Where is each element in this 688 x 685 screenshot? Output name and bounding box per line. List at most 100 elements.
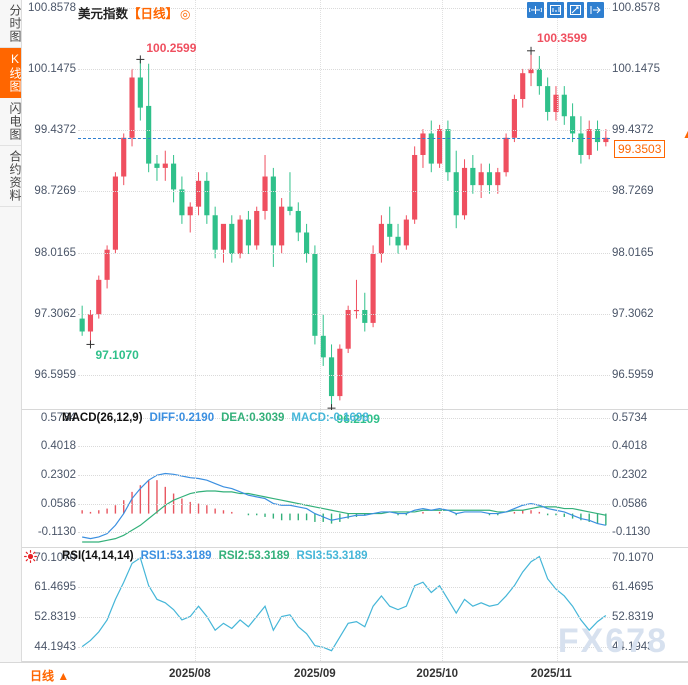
macd-macd-value: MACD:-0.1698	[291, 412, 369, 424]
grid-line-vertical	[556, 410, 558, 547]
candlestick-series	[79, 46, 609, 413]
y-axis-label: 98.0165	[612, 246, 654, 259]
sidebar-item-lightning[interactable]: 闪电图	[0, 98, 22, 146]
y-axis-label: 0.0586	[40, 497, 76, 510]
chart-zoom-icon[interactable]	[547, 2, 564, 18]
macd-diff-value: DIFF:0.2190	[149, 412, 215, 424]
page-title: 美元指数【日线】 ◎	[78, 3, 191, 22]
price-extreme-annotation: 100.2599	[146, 41, 197, 56]
price-chart-panel[interactable]: 100.8578 100.8578 100.1475 100.1475 99.4372 9…	[22, 0, 688, 426]
current-price-line	[78, 137, 610, 139]
grid-line	[78, 417, 610, 419]
macd-legend: MACD(26,12,9) DIFF:0.2190 DEA:0.3039 MACD:-…	[62, 412, 376, 424]
y-axis-label: 0.4018	[612, 440, 648, 453]
grid-line-vertical	[195, 0, 197, 409]
y-axis-label: 70.1070	[34, 551, 76, 564]
sidebar-item-label: 闪电图	[8, 102, 22, 141]
grid-line-vertical	[320, 0, 322, 409]
chart-expand-icon[interactable]	[567, 2, 584, 18]
y-axis-label: 61.4695	[34, 581, 76, 594]
y-axis-label: 61.4695	[612, 581, 654, 594]
extreme-marker	[527, 46, 536, 55]
y-axis-label: -0.1130	[37, 526, 76, 539]
grid-line-vertical	[556, 548, 558, 661]
extreme-marker	[86, 340, 95, 349]
chart-toolbar[interactable]	[527, 2, 604, 18]
grid-line-vertical	[442, 548, 444, 661]
price-extreme-annotation: 96.2109	[336, 412, 380, 427]
macd-name: MACD(26,12,9)	[62, 412, 143, 424]
grid-line	[78, 587, 610, 589]
time-axis-label: 2025/10	[416, 668, 458, 680]
y-axis-label: 100.8578	[28, 1, 76, 14]
current-price-tag[interactable]: 99.3503	[614, 139, 666, 158]
sidebar-item-label: 合约资料	[8, 150, 22, 202]
time-axis-label: 2025/08	[169, 668, 211, 680]
y-axis-label: 44.1943	[34, 640, 76, 653]
rsi3-value: RSI3:53.3189	[296, 550, 368, 562]
macd-series	[81, 472, 607, 543]
y-axis-label: 98.7269	[34, 185, 76, 198]
grid-line-vertical	[442, 0, 444, 409]
rsi-legend: RSI(14,14,14) RSI1:53.3189 RSI2:53.3189 RSI…	[62, 550, 375, 562]
y-axis-label: 97.3062	[612, 307, 654, 320]
extreme-marker	[136, 55, 145, 64]
price-plot-area[interactable]	[78, 0, 610, 413]
sidebar-item-label: 分时图	[8, 4, 22, 43]
rsi-name: RSI(14,14,14)	[62, 550, 134, 562]
grid-line	[78, 557, 610, 559]
y-axis-label: 100.1475	[612, 63, 660, 76]
y-axis-label: 99.4372	[612, 124, 654, 137]
y-axis-label: 70.1070	[612, 551, 654, 564]
scroll-right-icon[interactable]	[587, 2, 604, 18]
y-axis-label: 99.4372	[34, 124, 76, 137]
rsi-plot-area[interactable]	[78, 548, 610, 661]
rsi1-value: RSI1:53.3189	[140, 550, 212, 562]
time-axis-label: 2025/11	[530, 668, 572, 680]
y-axis-label: 0.4018	[40, 440, 76, 453]
y-axis-label: 100.1475	[28, 63, 76, 76]
y-axis-label: 96.5959	[612, 368, 654, 381]
grid-line	[78, 252, 610, 254]
grid-line	[78, 617, 610, 619]
macd-plot-area[interactable]	[78, 410, 610, 547]
grid-line	[78, 191, 610, 193]
grid-line	[78, 374, 610, 376]
instrument-name: 美元指数	[78, 7, 129, 21]
sidebar-item-contract-info[interactable]: 合约资料	[0, 146, 22, 207]
y-axis-label: 100.8578	[612, 1, 660, 14]
grid-line-vertical	[556, 0, 558, 409]
sidebar-item-kline[interactable]: K线图	[0, 48, 22, 98]
y-axis-label: 0.0586	[612, 497, 648, 510]
grid-line	[78, 503, 610, 505]
grid-line	[78, 646, 610, 648]
y-axis-label: 97.3062	[34, 307, 76, 320]
grid-line	[78, 475, 610, 477]
grid-line-vertical	[320, 548, 322, 661]
rsi2-value: RSI2:53.3189	[218, 550, 290, 562]
y-axis-label: 96.5959	[34, 368, 76, 381]
grid-line-vertical	[195, 410, 197, 547]
fit-screen-icon[interactable]	[527, 2, 544, 18]
y-axis-label: 98.0165	[34, 246, 76, 259]
y-axis-label: 0.2302	[40, 469, 76, 482]
grid-line-vertical	[442, 410, 444, 547]
price-extreme-annotation: 100.3599	[537, 30, 588, 45]
settings-sun-icon[interactable]	[24, 550, 37, 563]
y-axis-label: 52.8319	[34, 611, 76, 624]
chart-cycle-label: 【日线】	[128, 7, 179, 21]
timeframe-badge[interactable]: 日线 ▲	[30, 669, 70, 683]
macd-dea-value: DEA:0.3039	[221, 412, 285, 424]
rsi-panel[interactable]: 70.1070 70.1070 61.4695 61.4695 52.8319 52.83…	[22, 548, 688, 662]
time-axis: 日线 ▲ 2025/08 2025/09 2025/10 2025/11	[0, 662, 688, 685]
grid-line	[78, 313, 610, 315]
grid-line	[78, 7, 610, 9]
crosshair-icon[interactable]: ◎	[180, 7, 191, 21]
rsi-series	[81, 555, 607, 652]
grid-line	[78, 69, 610, 71]
y-axis-label: 52.8319	[612, 611, 654, 624]
macd-panel[interactable]: 0.5734 0.5734 0.4018 0.4018 0.2302 0.2302 0.05…	[22, 410, 688, 548]
grid-line	[78, 446, 610, 448]
grid-line	[78, 532, 610, 534]
sidebar-item-timeline[interactable]: 分时图	[0, 0, 22, 48]
